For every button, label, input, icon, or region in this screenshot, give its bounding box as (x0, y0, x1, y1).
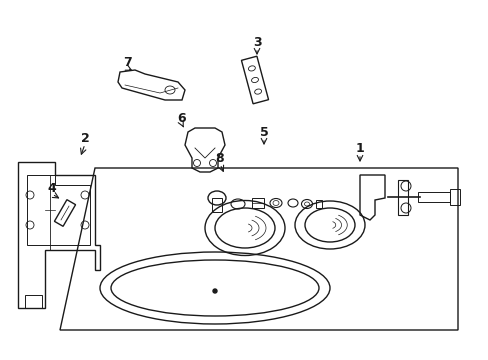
Text: 7: 7 (122, 55, 131, 68)
Text: 1: 1 (355, 141, 364, 154)
Ellipse shape (213, 289, 217, 293)
Text: 4: 4 (47, 181, 56, 194)
Text: 6: 6 (177, 112, 186, 125)
Text: 3: 3 (252, 36, 261, 49)
Text: 5: 5 (259, 126, 268, 139)
Text: 2: 2 (81, 131, 89, 144)
Text: 8: 8 (215, 152, 224, 165)
